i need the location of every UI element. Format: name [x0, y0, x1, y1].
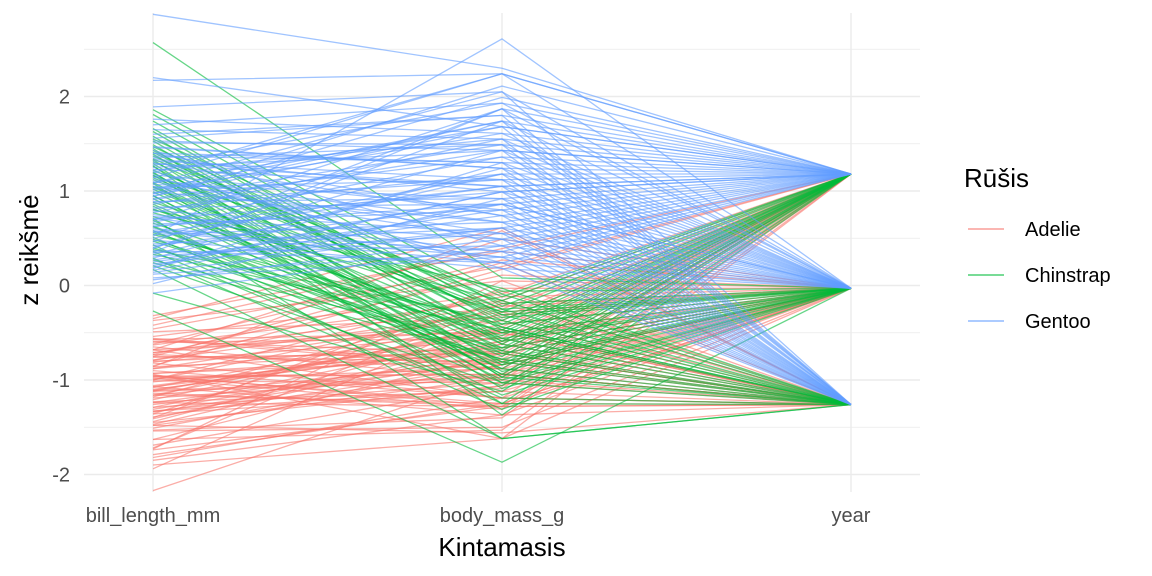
series-line-adelie	[152, 173, 852, 431]
legend-label-chinstrap: Chinstrap	[1025, 265, 1111, 287]
series-line-gentoo	[152, 152, 852, 217]
x-tick-label-year: year	[832, 505, 871, 527]
series-line-chinstrap	[152, 149, 852, 406]
series-line-gentoo	[152, 173, 851, 210]
series-line-chinstrap	[152, 113, 852, 308]
series-line-adelie	[152, 274, 852, 356]
series-line-gentoo	[152, 144, 852, 200]
series-line-gentoo	[152, 138, 852, 175]
series-line-adelie	[152, 403, 852, 434]
series-line-chinstrap	[152, 250, 852, 406]
series-line-gentoo	[152, 160, 852, 181]
series-line-gentoo	[152, 85, 852, 195]
x-tick-label-bill_length_mm: bill_length_mm	[86, 505, 221, 527]
series-lines	[152, 13, 852, 492]
legend-item-gentoo: Gentoo	[968, 311, 1091, 333]
y-tick-label: 2	[59, 87, 70, 109]
y-axis-title: z reikšmė	[14, 194, 44, 305]
series-line-chinstrap	[152, 138, 852, 298]
series-line-chinstrap	[152, 205, 852, 381]
series-line-chinstrap	[152, 42, 852, 289]
series-line-gentoo	[152, 173, 852, 257]
x-tick-label-body_mass_g: body_mass_g	[440, 505, 565, 527]
y-tick-label: -2	[52, 465, 70, 487]
series-line-gentoo	[152, 173, 852, 253]
legend-label-adelie: Adelie	[1025, 219, 1081, 241]
series-line-chinstrap	[152, 217, 852, 440]
series-line-gentoo	[152, 173, 852, 221]
series-line-gentoo	[152, 173, 852, 264]
legend-label-gentoo: Gentoo	[1025, 311, 1091, 333]
legend-item-adelie: Adelie	[968, 219, 1081, 241]
series-line-gentoo	[152, 161, 852, 270]
series-line-adelie	[152, 173, 852, 441]
legend: Rūšis Adelie Chinstrap Gentoo	[964, 163, 1111, 333]
y-tick-label: 0	[59, 276, 70, 298]
series-line-gentoo	[152, 73, 852, 179]
y-tick-label: 1	[59, 181, 70, 203]
series-line-gentoo	[152, 173, 852, 254]
series-line-chinstrap	[152, 144, 852, 345]
series-line-gentoo	[152, 173, 852, 279]
legend-title: Rūšis	[964, 163, 1029, 193]
x-axis-title: Kintamasis	[438, 532, 565, 562]
series-line-gentoo	[152, 173, 852, 273]
series-line-chinstrap	[152, 257, 852, 410]
y-axis-ticks: -2 -1 0 1 2	[52, 87, 70, 487]
series-line-gentoo	[152, 126, 852, 184]
series-line-gentoo	[152, 140, 852, 175]
y-tick-label: -1	[52, 370, 70, 392]
series-line-adelie	[152, 280, 852, 322]
series-line-gentoo	[152, 102, 852, 175]
series-line-gentoo	[152, 146, 852, 175]
series-line-gentoo	[152, 173, 852, 227]
series-line-gentoo	[152, 13, 852, 175]
series-gentoo	[152, 13, 852, 406]
series-line-gentoo	[152, 120, 852, 250]
series-line-adelie	[152, 259, 852, 345]
series-line-gentoo	[152, 173, 852, 240]
series-line-adelie	[152, 287, 852, 432]
series-line-gentoo	[152, 156, 852, 223]
series-line-gentoo	[152, 173, 852, 211]
series-line-gentoo	[152, 91, 852, 289]
series-line-gentoo	[152, 173, 852, 236]
x-axis-ticks: bill_length_mm body_mass_g year	[86, 505, 871, 527]
series-line-gentoo	[152, 162, 852, 187]
legend-item-chinstrap: Chinstrap	[968, 265, 1111, 287]
series-line-gentoo	[152, 114, 852, 175]
series-line-chinstrap	[152, 173, 852, 313]
